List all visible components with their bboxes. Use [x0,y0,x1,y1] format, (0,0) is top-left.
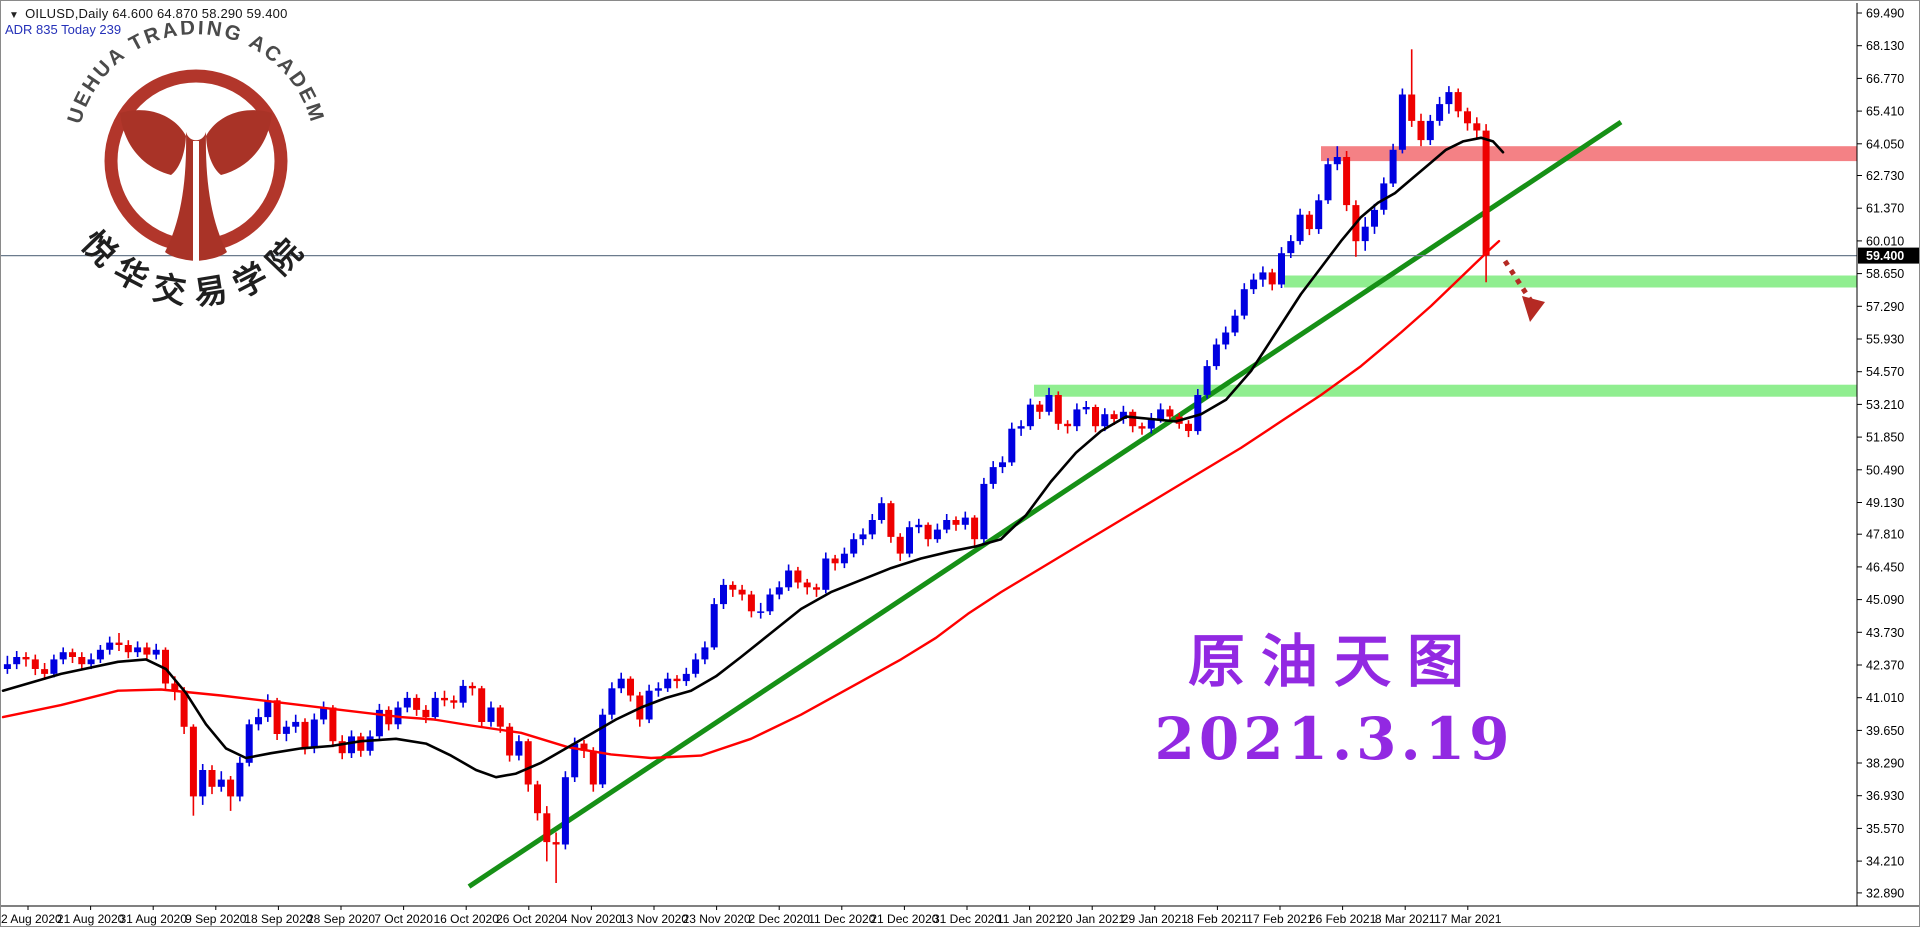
svg-text:16 Oct 2020: 16 Oct 2020 [434,912,500,926]
svg-text:13 Nov 2020: 13 Nov 2020 [620,912,688,926]
svg-text:18 Sep 2020: 18 Sep 2020 [244,912,312,926]
svg-text:9 Sep 2020: 9 Sep 2020 [185,912,247,926]
svg-text:55.930: 55.930 [1866,333,1904,347]
svg-text:20 Jan 2021: 20 Jan 2021 [1059,912,1125,926]
svg-text:17 Feb 2021: 17 Feb 2021 [1246,912,1314,926]
svg-text:68.130: 68.130 [1866,39,1904,53]
svg-text:7 Oct 2020: 7 Oct 2020 [374,912,433,926]
svg-text:34.210: 34.210 [1866,855,1904,869]
caption-title: 原油天图 [1188,628,1480,695]
svg-text:65.410: 65.410 [1866,105,1904,119]
svg-text:59.400: 59.400 [1866,249,1904,263]
price-axis[interactable]: 69.490 68.130 66.770 65.410 64.050 62.730 61.3… [1857,7,1920,901]
svg-text:35.570: 35.570 [1866,822,1904,836]
svg-text:12 Aug 2020: 12 Aug 2020 [1,912,62,926]
slow-moving-average [1,239,1501,760]
axis-frame [1,3,1919,907]
svg-text:58.650: 58.650 [1866,267,1904,281]
caption-date: 2021.3.19 [1154,704,1514,773]
svg-text:31 Aug 2020: 31 Aug 2020 [119,912,187,926]
svg-text:43.730: 43.730 [1866,626,1904,640]
yuehua-academy-logo: YUEHUA TRADING ACADEMY 悦华交易学院 [57,21,327,313]
svg-text:8 Mar 2021: 8 Mar 2021 [1375,912,1436,926]
symbol-dropdown-icon[interactable]: ▼ [9,10,20,21]
svg-text:64.050: 64.050 [1866,137,1904,151]
svg-text:8 Feb 2021: 8 Feb 2021 [1187,912,1248,926]
symbol-info: ▼ OILUSD,Daily 64.600 64.870 58.290 59.40… [9,6,288,21]
svg-text:21 Dec 2020: 21 Dec 2020 [870,912,938,926]
svg-text:42.370: 42.370 [1866,659,1904,673]
price-zones[interactable] [1034,146,1857,397]
svg-text:23 Nov 2020: 23 Nov 2020 [683,912,751,926]
svg-text:47.810: 47.810 [1866,528,1904,542]
svg-text:17 Mar 2021: 17 Mar 2021 [1434,912,1502,926]
trendline[interactable] [467,120,1623,889]
svg-text:69.490: 69.490 [1866,7,1904,21]
svg-text:39.650: 39.650 [1866,724,1904,738]
svg-text:28 Sep 2020: 28 Sep 2020 [307,912,375,926]
svg-text:31 Dec 2020: 31 Dec 2020 [933,912,1001,926]
svg-text:41.010: 41.010 [1866,691,1904,705]
svg-text:26 Oct 2020: 26 Oct 2020 [496,912,562,926]
svg-text:54.570: 54.570 [1866,365,1904,379]
svg-text:46.450: 46.450 [1866,560,1904,574]
svg-text:53.210: 53.210 [1866,398,1904,412]
svg-text:11 Dec 2020: 11 Dec 2020 [808,912,875,926]
svg-text:21 Aug 2020: 21 Aug 2020 [57,912,125,926]
svg-text:66.770: 66.770 [1866,72,1904,86]
svg-text:51.850: 51.850 [1866,431,1904,445]
svg-text:4 Nov 2020: 4 Nov 2020 [561,912,623,926]
svg-text:26 Feb 2021: 26 Feb 2021 [1309,912,1377,926]
svg-text:49.130: 49.130 [1866,496,1904,510]
svg-text:38.290: 38.290 [1866,757,1904,771]
svg-text:50.490: 50.490 [1866,463,1904,477]
svg-text:45.090: 45.090 [1866,593,1904,607]
svg-text:62.730: 62.730 [1866,169,1904,183]
svg-text:32.890: 32.890 [1866,886,1904,900]
fast-moving-average [1,136,1505,779]
svg-text:57.290: 57.290 [1866,300,1904,314]
candles [3,49,1490,883]
svg-text:11 Jan 2021: 11 Jan 2021 [997,912,1062,926]
projection-arrow[interactable] [1502,259,1545,322]
svg-text:36.930: 36.930 [1866,789,1904,803]
symbol-ohlc-text: OILUSD,Daily 64.600 64.870 58.290 59.400 [25,6,288,21]
svg-text:61.370: 61.370 [1866,202,1904,216]
current-price-tag: 59.400 [1858,247,1919,264]
adr-indicator-text: ADR 835 Today 239 [5,22,122,37]
svg-text:2 Dec 2020: 2 Dec 2020 [749,912,811,926]
chart-caption: 原油天图 2021.3.19 [1134,628,1534,773]
svg-text:29 Jan 2021: 29 Jan 2021 [1122,912,1188,926]
svg-text:60.010: 60.010 [1866,234,1904,248]
